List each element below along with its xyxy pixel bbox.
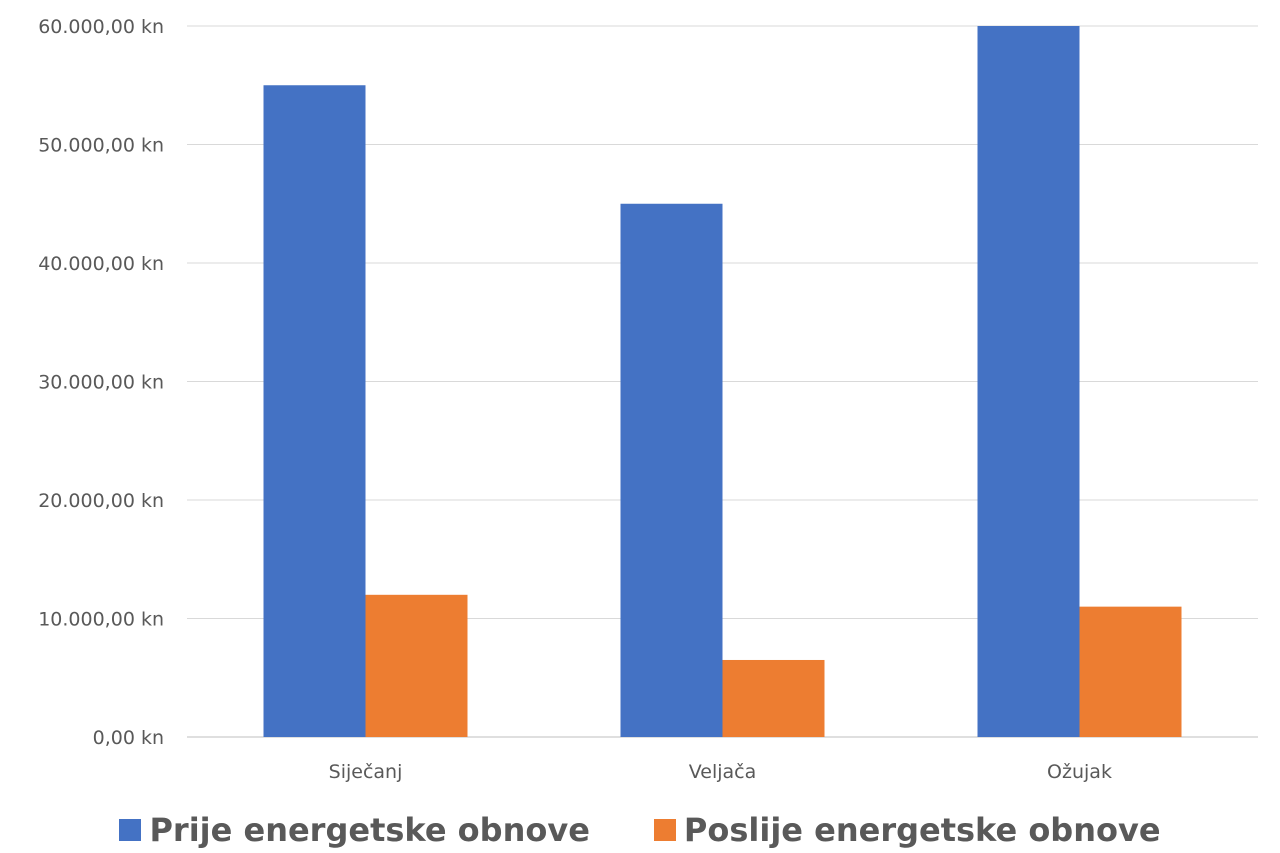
y-tick-label: 40.000,00 kn xyxy=(38,253,164,275)
legend-item-series-1: Prije energetske obnove xyxy=(119,810,590,849)
y-tick-label: 50.000,00 kn xyxy=(38,135,164,157)
y-tick-label: 30.000,00 kn xyxy=(38,372,164,394)
bar-chart: 0,00 kn 10.000,00 kn 20.000,00 kn 30.000,00… xyxy=(38,16,1258,783)
x-tick-label: Veljača xyxy=(689,761,757,783)
legend-item-series-2: Poslije energetske obnove xyxy=(653,810,1161,849)
x-axis-tick-labels: Siječanj Veljača Ožujak xyxy=(329,761,1112,783)
x-tick-label: Ožujak xyxy=(1047,761,1112,783)
x-tick-label: Siječanj xyxy=(329,761,403,783)
bar-series-1-0 xyxy=(263,85,366,737)
legend-swatch-series-1 xyxy=(119,818,142,841)
y-tick-label: 60.000,00 kn xyxy=(38,16,164,38)
y-axis-tick-labels: 0,00 kn 10.000,00 kn 20.000,00 kn 30.000,00… xyxy=(38,16,164,749)
bar-series-1-2 xyxy=(977,26,1080,737)
bar-series-2-1 xyxy=(722,659,825,737)
y-tick-label: 0,00 kn xyxy=(93,727,164,749)
y-tick-label: 10.000,00 kn xyxy=(38,609,164,631)
bar-series-2-2 xyxy=(1079,606,1182,737)
legend-label-series-2: Poslije energetske obnove xyxy=(683,810,1161,849)
bar-series-1-1 xyxy=(620,203,723,737)
legend-swatch-series-2 xyxy=(653,818,676,841)
legend-label-series-1: Prije energetske obnove xyxy=(149,810,590,849)
bar-series-2-0 xyxy=(365,594,468,737)
y-tick-label: 20.000,00 kn xyxy=(38,490,164,512)
bars xyxy=(263,26,1182,737)
legend: Prije energetske obnove Poslije energets… xyxy=(0,806,1280,853)
